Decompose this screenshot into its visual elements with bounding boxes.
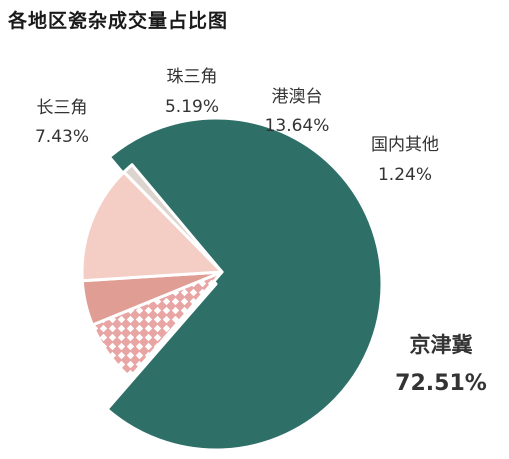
- chart-title: 各地区瓷杂成交量占比图: [8, 10, 229, 32]
- slice-value-label-4: 1.24%: [378, 165, 432, 185]
- pie-slice-0: [105, 116, 384, 452]
- slice-name-label-0: 京津冀: [410, 333, 473, 357]
- pie-slices: [80, 116, 384, 452]
- slice-value-label-1: 7.43%: [35, 127, 89, 147]
- slice-name-label-4: 国内其他: [371, 135, 439, 155]
- slice-value-label-2: 5.19%: [165, 97, 219, 117]
- pie-labels: 京津冀 72.51% 长三角 7.43% 珠三角 5.19% 港澳台 13.64% 国内其他 1.…: [35, 67, 487, 396]
- slice-value-label-3: 13.64%: [265, 116, 330, 136]
- slice-name-label-1: 长三角: [37, 98, 88, 118]
- slice-name-label-3: 港澳台: [272, 87, 323, 107]
- slice-name-label-2: 珠三角: [167, 67, 218, 87]
- pie-slice-3: [80, 170, 224, 283]
- slice-value-label-0: 72.51%: [395, 371, 487, 396]
- pie-slice-4: [122, 163, 224, 274]
